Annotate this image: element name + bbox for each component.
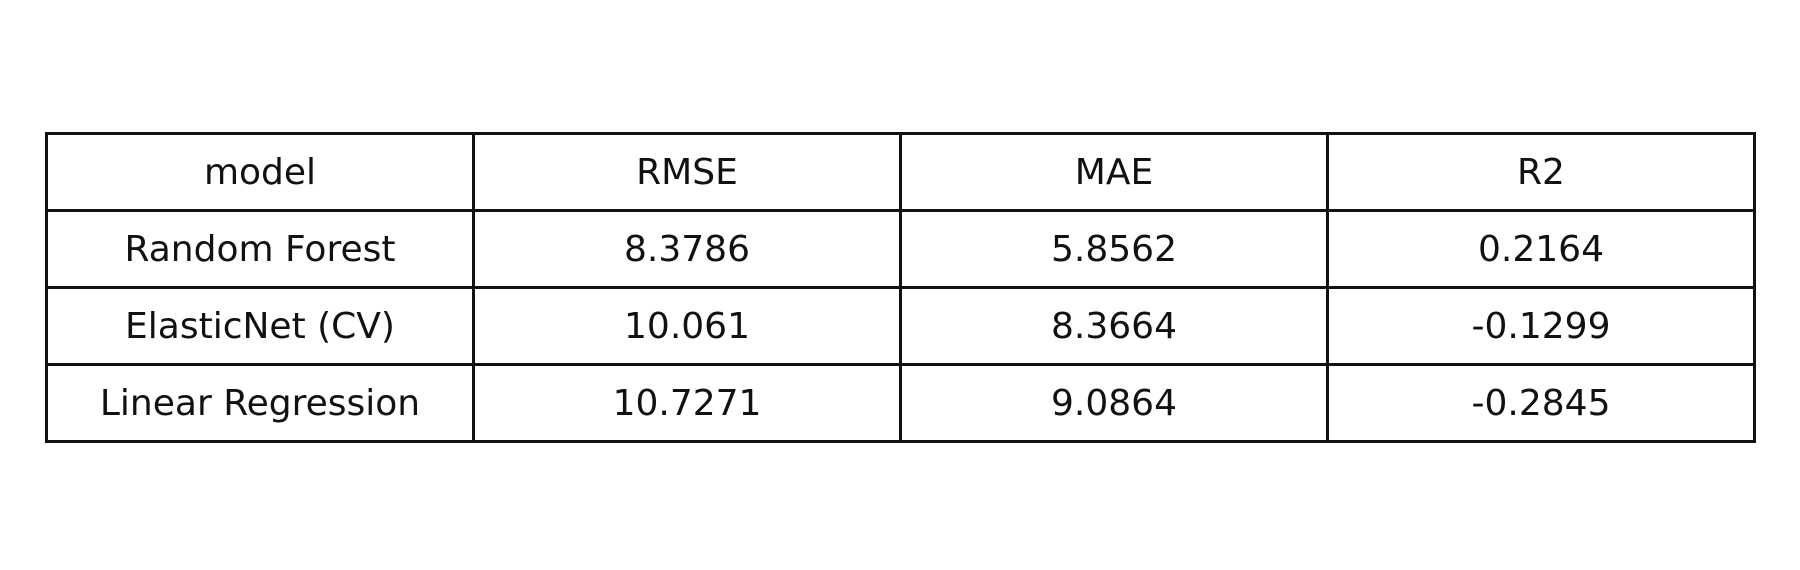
- header-cell-r2: R2: [1326, 132, 1756, 212]
- table-body: Random Forest 8.3786 5.8562 0.2164 Elast…: [45, 209, 1756, 443]
- cell-r2: -0.1299: [1326, 286, 1756, 366]
- cell-rmse: 10.7271: [472, 363, 902, 443]
- header-cell-rmse: RMSE: [472, 132, 902, 212]
- header-cell-mae: MAE: [899, 132, 1329, 212]
- cell-r2: -0.2845: [1326, 363, 1756, 443]
- header-cell-model: model: [45, 132, 475, 212]
- header-row: model RMSE MAE R2: [45, 132, 1756, 212]
- cell-r2: 0.2164: [1326, 209, 1756, 289]
- table-row: ElasticNet (CV) 10.061 8.3664 -0.1299: [45, 286, 1756, 366]
- cell-rmse: 10.061: [472, 286, 902, 366]
- cell-mae: 9.0864: [899, 363, 1329, 443]
- cell-model: ElasticNet (CV): [45, 286, 475, 366]
- cell-model: Linear Regression: [45, 363, 475, 443]
- table-row: Linear Regression 10.7271 9.0864 -0.2845: [45, 363, 1756, 443]
- cell-mae: 5.8562: [899, 209, 1329, 289]
- metrics-table: model RMSE MAE R2 Random Forest 8.3786 5…: [45, 132, 1756, 443]
- table-header: model RMSE MAE R2: [45, 132, 1756, 212]
- cell-rmse: 8.3786: [472, 209, 902, 289]
- table-row: Random Forest 8.3786 5.8562 0.2164: [45, 209, 1756, 289]
- cell-mae: 8.3664: [899, 286, 1329, 366]
- cell-model: Random Forest: [45, 209, 475, 289]
